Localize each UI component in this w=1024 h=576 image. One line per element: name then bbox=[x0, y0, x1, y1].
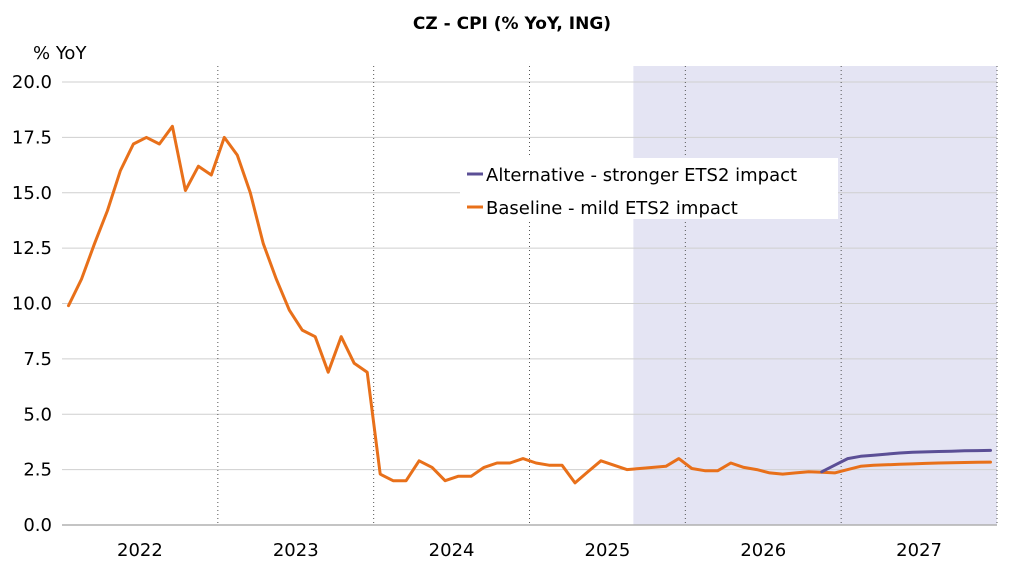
series-lines bbox=[67, 124, 992, 485]
y-tick-label: 15.0 bbox=[12, 183, 52, 204]
legend-label: Alternative - stronger ETS2 impact bbox=[486, 165, 797, 186]
legend-label: Baseline - mild ETS2 impact bbox=[486, 198, 738, 219]
legend: Alternative - stronger ETS2 impact Baseli… bbox=[460, 158, 838, 219]
series-line bbox=[67, 124, 992, 485]
y-tick-label: 5.0 bbox=[23, 404, 52, 425]
forecast-shaded-area bbox=[633, 66, 997, 525]
y-tick-label: 10.0 bbox=[12, 294, 52, 315]
x-tick-label: 2024 bbox=[429, 540, 475, 561]
y-tick-label: 2.5 bbox=[23, 460, 52, 481]
x-tick-label: 2027 bbox=[896, 540, 942, 561]
x-tick-label: 2026 bbox=[740, 540, 786, 561]
y-tick-label: 7.5 bbox=[23, 349, 52, 370]
x-tick-label: 2023 bbox=[273, 540, 319, 561]
y-tick-label: 12.5 bbox=[12, 238, 52, 259]
x-tick-label: 2025 bbox=[585, 540, 631, 561]
y-tick-labels: 0.0 2.5 5.0 7.5 10.0 12.5 15.0 17.5 20.0 bbox=[12, 72, 52, 536]
year-separator-lines bbox=[217, 66, 998, 525]
y-tick-label: 17.5 bbox=[12, 127, 52, 148]
chart-title: CZ - CPI (% YoY, ING) bbox=[413, 14, 611, 34]
x-tick-labels: 2022 2023 2024 2025 2026 2027 bbox=[117, 540, 942, 561]
y-tick-label: 0.0 bbox=[23, 515, 52, 536]
series-line bbox=[820, 448, 992, 474]
x-tick-label: 2022 bbox=[117, 540, 163, 561]
y-axis-label: % YoY bbox=[33, 43, 87, 64]
legend-background bbox=[460, 158, 838, 219]
y-tick-label: 20.0 bbox=[12, 72, 52, 93]
